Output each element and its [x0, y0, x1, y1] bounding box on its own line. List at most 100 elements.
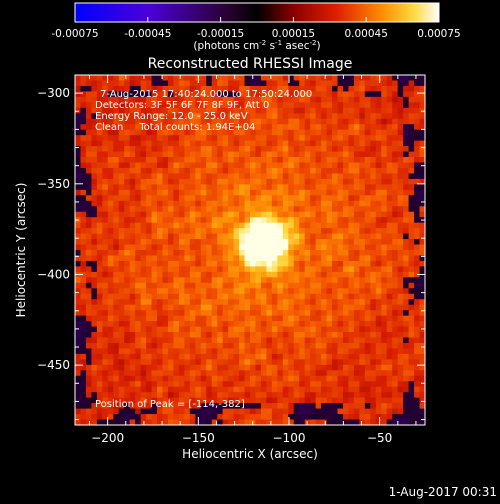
heatmap-cell — [370, 386, 377, 393]
heatmap-cell — [140, 222, 147, 229]
heatmap-cell — [271, 282, 278, 289]
heatmap-cell — [250, 381, 256, 388]
heatmap-cell — [80, 386, 87, 393]
heatmap-cell — [178, 129, 185, 136]
heatmap-cell — [299, 414, 306, 420]
heatmap-cell — [173, 299, 180, 306]
heatmap-cell — [250, 403, 256, 409]
heatmap-cell — [228, 392, 234, 399]
heatmap-cell — [146, 271, 152, 278]
heatmap-cell — [364, 271, 371, 278]
heatmap-cell — [129, 151, 136, 158]
heatmap-cell — [195, 118, 202, 125]
heatmap-cell — [102, 282, 109, 289]
heatmap-cell — [222, 288, 229, 295]
heatmap-cell — [189, 178, 196, 185]
heatmap-cell — [244, 353, 251, 360]
heatmap-cell — [189, 293, 196, 300]
heatmap-cell — [91, 260, 98, 267]
heatmap-cell — [392, 288, 399, 295]
heatmap-cell — [250, 386, 256, 393]
heatmap-cell — [332, 162, 338, 169]
heatmap-cell — [250, 299, 256, 306]
heatmap-cell — [244, 75, 251, 81]
heatmap-cell — [408, 255, 415, 262]
heatmap-cell — [211, 233, 218, 240]
heatmap-cell — [184, 310, 191, 317]
heatmap-cell — [162, 118, 169, 125]
heatmap-cell — [414, 408, 420, 415]
heatmap-cell — [140, 91, 147, 98]
heatmap-cell — [293, 408, 300, 415]
heatmap-cell — [146, 102, 152, 109]
heatmap-cell — [173, 206, 180, 213]
heatmap-cell — [167, 146, 174, 152]
heatmap-cell — [332, 167, 338, 174]
heatmap-cell — [129, 206, 136, 213]
heatmap-cell — [304, 310, 311, 317]
heatmap-cell — [151, 266, 158, 273]
heatmap-cell — [124, 315, 131, 322]
heatmap-cell — [364, 129, 371, 136]
heatmap-cell — [414, 260, 420, 267]
heatmap-cell — [293, 419, 300, 425]
heatmap-cell — [304, 217, 311, 224]
heatmap-cell — [332, 206, 338, 213]
heatmap-cell — [288, 222, 295, 229]
heatmap-cell — [211, 386, 218, 393]
heatmap-cell — [96, 370, 103, 377]
heatmap-cell — [211, 359, 218, 366]
heatmap-cell — [233, 310, 240, 317]
heatmap-cell — [189, 107, 196, 114]
heatmap-cell — [184, 75, 191, 81]
heatmap-cell — [364, 337, 371, 344]
heatmap-cell — [299, 206, 306, 213]
heatmap-cell — [211, 178, 218, 185]
heatmap-cell — [353, 85, 360, 92]
heatmap-cell — [304, 260, 311, 267]
heatmap-cell — [342, 381, 349, 388]
heatmap-cell — [75, 118, 81, 125]
heatmap-cell — [359, 288, 366, 295]
heatmap-cell — [162, 206, 169, 213]
heatmap-cell — [293, 266, 300, 273]
heatmap-cell — [167, 250, 174, 256]
heatmap-cell — [124, 167, 131, 174]
heatmap-cell — [419, 419, 425, 425]
heatmap-cell — [167, 211, 174, 218]
heatmap-cell — [140, 239, 147, 245]
heatmap-cell — [222, 107, 229, 114]
heatmap-cell — [206, 277, 213, 284]
heatmap-cell — [118, 107, 125, 114]
heatmap-cell — [375, 222, 382, 229]
heatmap-cell — [96, 266, 103, 273]
heatmap-cell — [359, 419, 366, 425]
heatmap-cell — [353, 102, 360, 109]
heatmap-cell — [173, 146, 180, 152]
heatmap-cell — [392, 135, 399, 142]
heatmap-cell — [91, 375, 98, 382]
heatmap-cell — [332, 124, 338, 131]
heatmap-cell — [266, 211, 273, 218]
heatmap-cell — [195, 255, 202, 262]
heatmap-cell — [162, 293, 169, 300]
heatmap-cell — [326, 113, 333, 120]
heatmap-cell — [146, 321, 152, 327]
heatmap-cell — [375, 135, 382, 142]
heatmap-cell — [178, 200, 185, 207]
heatmap-cell — [250, 135, 256, 142]
heatmap-cell — [222, 173, 229, 180]
heatmap-cell — [299, 80, 306, 87]
heatmap-cell — [299, 315, 306, 322]
heatmap-cell — [419, 102, 425, 109]
heatmap-cell — [217, 321, 224, 327]
heatmap-cell — [250, 146, 256, 152]
heatmap-cell — [386, 118, 393, 125]
heatmap-cell — [353, 96, 360, 103]
heatmap-cell — [233, 403, 240, 409]
heatmap-cell — [107, 107, 114, 114]
heatmap-cell — [310, 75, 317, 81]
heatmap-cell — [85, 189, 92, 196]
heatmap-cell — [408, 102, 415, 109]
heatmap-cell — [80, 157, 87, 163]
